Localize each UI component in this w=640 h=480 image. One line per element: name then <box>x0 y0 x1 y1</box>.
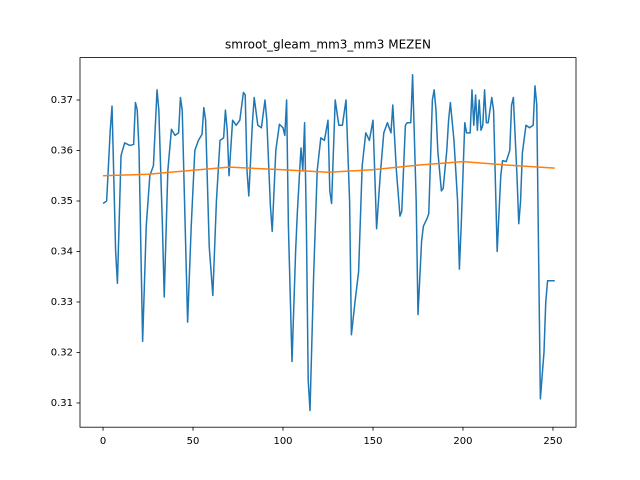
y-tick-label: 0.32 <box>51 347 73 358</box>
x-tick-label: 100 <box>273 436 292 447</box>
y-tick-label: 0.37 <box>51 95 73 106</box>
x-tick-label: 0 <box>100 436 106 447</box>
data-line <box>103 160 555 177</box>
chart-title: smroot_gleam_mm3_mm3 MEZEN <box>225 38 431 52</box>
x-tick-label: 50 <box>187 436 200 447</box>
data-line <box>102 74 555 412</box>
y-tick-label: 0.36 <box>51 146 73 157</box>
x-tick-label: 250 <box>543 436 562 447</box>
x-tick-label: 200 <box>453 436 472 447</box>
y-tick-label: 0.31 <box>51 398 73 409</box>
y-tick-label: 0.34 <box>51 246 73 257</box>
x-tick-label: 150 <box>363 436 382 447</box>
y-tick-label: 0.35 <box>51 196 73 207</box>
plot-frame <box>79 57 577 428</box>
y-tick-label: 0.33 <box>51 297 73 308</box>
